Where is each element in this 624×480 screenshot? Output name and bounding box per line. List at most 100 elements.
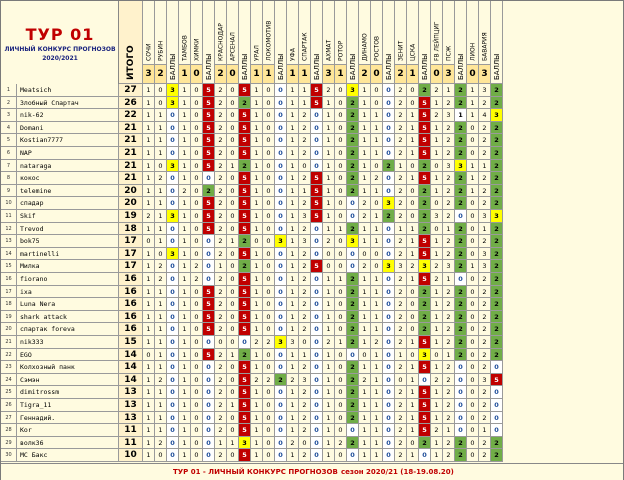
prediction-6-0: 1 — [359, 285, 371, 299]
prediction-8-0: 1 — [431, 147, 443, 160]
prediction-8-0: 2 — [431, 109, 443, 122]
prediction-0-1: 2 — [155, 260, 167, 273]
prediction-2-1: 1 — [227, 159, 239, 173]
prediction-6-1: 0 — [371, 247, 383, 261]
points-8: 0 — [455, 424, 467, 437]
prediction-8-1: 2 — [443, 96, 455, 110]
prediction-6-0: 1 — [359, 109, 371, 122]
prediction-6-1: 0 — [371, 197, 383, 210]
prediction-2-0: 2 — [215, 361, 227, 374]
prediction-7-0: 2 — [395, 172, 407, 185]
prediction-8-1: 1 — [443, 424, 455, 437]
points-3: 0 — [275, 361, 287, 374]
points-5: 2 — [347, 399, 359, 412]
prediction-3-1: 0 — [263, 310, 275, 324]
prediction-2-1: 1 — [227, 436, 239, 450]
prediction-8-0: 1 — [431, 134, 443, 147]
prediction-5-1: 1 — [335, 273, 347, 286]
prediction-6-1: 1 — [371, 273, 383, 286]
prediction-1-1: 0 — [191, 172, 203, 185]
prediction-0-1: 1 — [155, 197, 167, 210]
prediction-4-0: 1 — [287, 260, 299, 273]
points-9: 2 — [491, 159, 503, 173]
prediction-9-0: 1 — [467, 109, 479, 122]
prediction-8-0: 2 — [431, 373, 443, 387]
match-score-9-1: 3 — [479, 65, 491, 84]
prediction-7-1: 1 — [407, 449, 419, 462]
points-8: 0 — [455, 386, 467, 399]
points-3: 0 — [275, 386, 287, 399]
player-name: EGO — [17, 348, 119, 362]
prediction-3-0: 1 — [251, 449, 263, 462]
points-4: 0 — [311, 373, 323, 387]
prediction-5-0: 1 — [323, 172, 335, 185]
row-rank: 7 — [1, 159, 17, 173]
prediction-0-0: 1 — [143, 260, 155, 273]
team-away-label: ЛОКОМОТИВ — [265, 20, 272, 61]
match-score-0-1: 2 — [155, 65, 167, 84]
prediction-5-0: 1 — [323, 361, 335, 374]
table-row: 7 nataraga 21 1 0 3 1 0 5 2 1 2 1 0 0 1 0 0 1 0 2 1 0 2 1 0 2 0 3 3 1 1… — [1, 159, 623, 173]
points-3: 0 — [275, 285, 287, 299]
prediction-2-0: 2 — [215, 159, 227, 173]
prediction-1-1: 0 — [191, 323, 203, 336]
prediction-2-1: 0 — [227, 449, 239, 462]
prediction-9-0: 0 — [467, 235, 479, 248]
prediction-4-1: 0 — [299, 159, 311, 173]
prediction-2-0: 2 — [215, 247, 227, 261]
prediction-1-0: 1 — [179, 159, 191, 173]
points-3: 0 — [275, 159, 287, 173]
points-1: 0 — [203, 235, 215, 248]
prediction-4-1: 2 — [299, 361, 311, 374]
points-3: 3 — [275, 235, 287, 248]
prediction-5-0: 1 — [323, 411, 335, 425]
prediction-3-0: 1 — [251, 424, 263, 437]
prediction-9-1: 2 — [479, 310, 491, 324]
prediction-3-0: 1 — [251, 121, 263, 135]
prediction-0-1: 1 — [155, 310, 167, 324]
points-2: 5 — [239, 210, 251, 223]
prediction-0-1: 1 — [155, 134, 167, 147]
prediction-7-1: 0 — [407, 197, 419, 210]
points-5: 0 — [347, 449, 359, 462]
points-8: 1 — [455, 109, 467, 122]
points-4: 0 — [311, 222, 323, 236]
table-row: 14 martinelli 17 1 0 3 1 0 0 2 0 5 1 0 0 1 2 0 0 0 0 0 0 0 2 1 5 1 2… — [1, 247, 623, 261]
points-0: 0 — [167, 109, 179, 122]
prediction-3-1: 0 — [263, 96, 275, 110]
prediction-3-1: 0 — [263, 184, 275, 198]
player-total: 13 — [119, 386, 143, 399]
prediction-7-1: 1 — [407, 336, 419, 349]
prediction-0-1: 2 — [155, 273, 167, 286]
prediction-0-1: 0 — [155, 449, 167, 462]
points-0: 0 — [167, 323, 179, 336]
prediction-6-0: 2 — [359, 373, 371, 387]
match-score-3-1: 1 — [263, 65, 275, 84]
points-2: 5 — [239, 424, 251, 437]
player-total: 16 — [119, 273, 143, 286]
player-name: nik-62 — [17, 109, 119, 122]
points-7: 2 — [419, 323, 431, 336]
prediction-2-1: 0 — [227, 247, 239, 261]
prediction-1-1: 0 — [191, 285, 203, 299]
points-4: 0 — [311, 310, 323, 324]
prediction-4-0: 1 — [287, 247, 299, 261]
prediction-6-0: 1 — [359, 386, 371, 399]
prediction-9-0: 0 — [467, 285, 479, 299]
prediction-3-0: 1 — [251, 222, 263, 236]
points-6: 0 — [383, 84, 395, 97]
points-1: 0 — [203, 361, 215, 374]
prediction-4-0: 1 — [287, 235, 299, 248]
prediction-2-1: 0 — [227, 197, 239, 210]
table-row: 17 ixa 16 1 1 0 1 0 5 2 0 5 1 0 0 1 2 0 1 0 2 1 1 0 2 0 2 1 2 2 0 2 2 — [1, 285, 623, 299]
row-rank: 29 — [1, 436, 17, 450]
prediction-1-0: 1 — [179, 273, 191, 286]
points-6: 2 — [383, 210, 395, 223]
prediction-2-0: 2 — [215, 373, 227, 387]
points-0: 0 — [167, 197, 179, 210]
prediction-2-1: 0 — [227, 84, 239, 97]
prediction-0-1: 1 — [155, 109, 167, 122]
table-row: 23 Колхозный панк 14 1 1 0 1 0 0 2 0 5 1 0 0 1 2 0 1 0 2 1 1 0 2… — [1, 361, 623, 374]
prediction-0-1: 1 — [155, 298, 167, 311]
prediction-9-1: 3 — [479, 247, 491, 261]
